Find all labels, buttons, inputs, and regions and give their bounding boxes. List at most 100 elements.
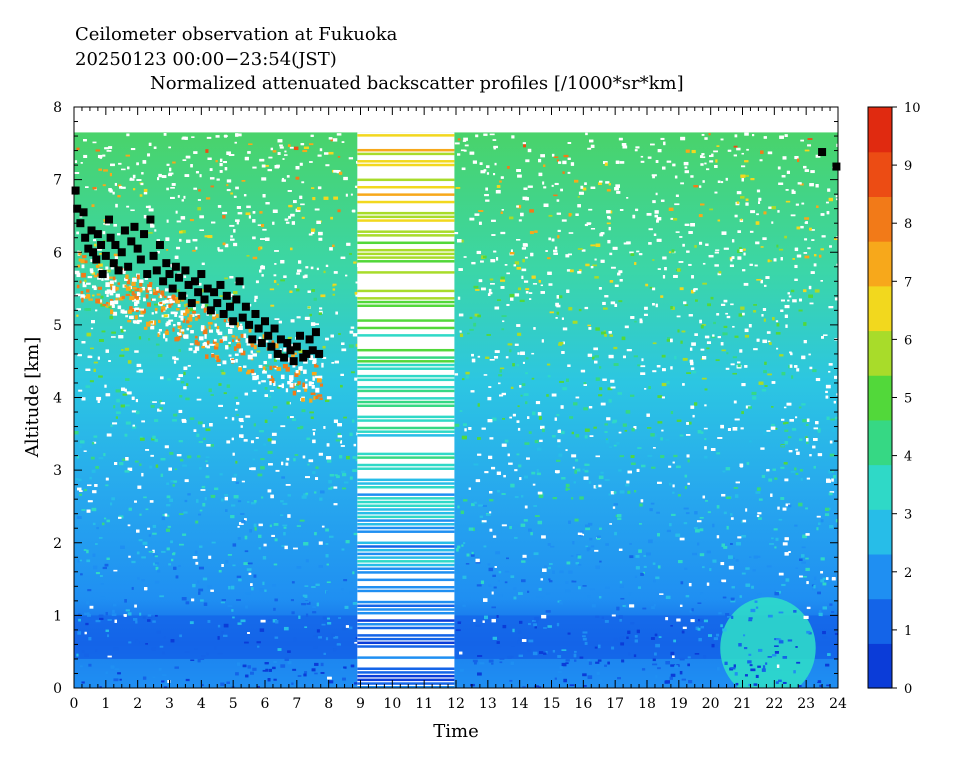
speckle-cell [193,350,197,354]
speckle-cell [247,501,250,503]
speckle-cell [597,644,601,649]
speckle-cell [315,466,319,469]
speckle-cell [88,663,92,667]
speckle-cell [770,493,773,497]
speckle-cell [142,541,148,545]
speckle-cell [558,453,563,457]
speckle-cell [768,478,773,482]
speckle-cell [293,458,296,462]
speckle-cell [487,419,493,423]
speckle-cell [141,172,144,175]
speckle-cell [131,560,136,564]
speckle-cell [734,134,738,138]
speckle-cell [105,223,110,226]
speckle-cell [794,278,798,282]
speckle-cell [125,421,131,425]
speckle-cell [274,250,279,252]
cloud-cell [79,280,82,284]
speckle-cell [90,456,95,460]
speckle-cell [232,616,235,619]
speckle-cell [154,419,159,422]
speckle-cell [762,237,767,241]
speckle-cell [834,375,838,379]
speckle-cell [85,622,89,626]
speckle-cell [78,258,82,262]
speckle-cell [341,627,346,631]
speckle-cell [274,636,279,639]
cloud-cell [166,304,169,309]
speckle-cell [687,663,690,667]
speckle-cell [577,248,583,250]
speckle-cell [514,536,518,539]
speckle-cell [730,363,735,366]
speckle-cell [795,448,799,451]
speckle-cell [143,214,147,219]
speckle-cell [485,514,491,517]
speckle-cell [492,574,496,577]
speckle-cell [166,187,169,191]
speckle-cell [236,414,239,416]
speckle-cell [565,659,570,662]
speckle-cell [790,214,796,217]
speckle-cell [478,221,482,225]
speckle-cell [196,499,199,503]
cloud-cell [228,354,232,357]
speckle-cell [337,435,343,438]
speckle-cell [236,599,241,601]
speckle-cell [634,320,637,323]
speckle-cell [215,160,218,163]
speckle-cell [217,636,220,640]
speckle-cell [596,537,601,540]
speckle-cell [152,524,157,528]
cloud-cell [114,279,117,283]
speckle-cell [671,249,675,253]
speckle-cell [86,559,91,563]
cloud-cell [319,383,324,387]
speckle-cell [769,543,774,545]
speckle-cell [126,133,130,137]
speckle-cell [518,464,522,468]
speckle-cell [578,269,582,273]
speckle-cell [175,575,179,579]
speckle-cell [744,334,749,338]
cloud-cell [262,334,266,339]
speckle-cell [671,306,675,310]
speckle-cell [228,585,231,590]
speckle-cell [163,686,168,688]
speckle-cell [182,136,186,140]
speckle-cell [179,458,184,462]
gap-stripe [357,626,455,630]
speckle-cell [133,188,136,191]
speckle-cell [312,471,316,475]
speckle-cell [477,403,480,407]
speckle-cell [352,419,355,423]
speckle-cell [514,261,520,265]
speckle-cell [649,286,654,289]
speckle-cell [774,645,779,647]
speckle-cell [460,510,465,515]
speckle-cell [590,265,594,269]
cloud-cell [184,309,190,314]
speckle-cell [725,613,730,617]
speckle-cell [653,579,656,583]
speckle-cell [232,291,238,295]
speckle-cell [80,573,83,576]
speckle-cell [251,372,257,376]
speckle-cell [743,634,746,637]
speckle-cell [520,212,524,217]
speckle-cell [87,589,92,592]
speckle-cell [287,336,293,339]
speckle-cell [301,495,307,499]
cloud-cell [131,308,135,312]
cloud-cell [192,310,197,314]
speckle-cell [346,242,351,246]
speckle-cell [670,338,673,343]
cloud-cell [108,276,113,279]
speckle-cell [740,306,745,310]
speckle-cell [689,359,694,363]
cloud-cell [202,342,208,348]
speckle-cell [516,364,520,367]
speckle-cell [700,203,705,206]
speckle-cell [788,295,792,298]
cloud-cell [267,374,271,379]
